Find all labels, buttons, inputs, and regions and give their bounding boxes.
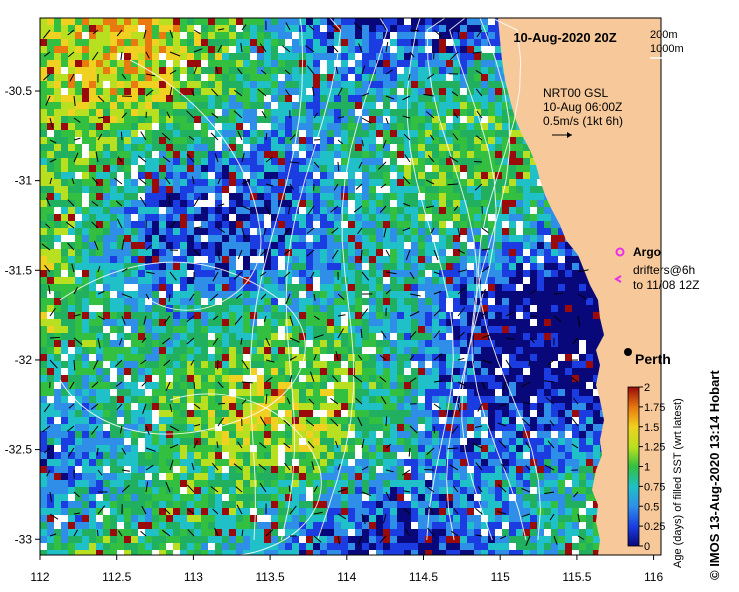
x-tick-label: 113 xyxy=(184,570,203,584)
colorbar-tick-label: 1.75 xyxy=(644,402,665,414)
current-vectors xyxy=(41,20,589,546)
y-axis: -30.5 -31 -31.5 -32 -32.5 -33 xyxy=(5,84,40,546)
argo-icon xyxy=(615,247,625,257)
drifter-icon xyxy=(614,275,622,283)
x-axis: 112 112.5 113 113.5 114 114.5 115 115.5 116 xyxy=(30,555,663,584)
colorbar-tick-label: 0 xyxy=(644,541,650,553)
colorbar-tick-label: 1 xyxy=(644,462,650,474)
contour-legend-1000m: 1000m xyxy=(650,43,684,55)
land-mass xyxy=(498,18,661,555)
current-scale-label: 0.5m/s (1kt 6h) xyxy=(543,114,623,128)
colorbar-tick-label: 1.25 xyxy=(644,442,665,454)
y-tick-label: -31 xyxy=(15,174,33,188)
drifter-label-2: to 11/08 12Z xyxy=(633,278,700,292)
contour-legend-200m: 200m xyxy=(650,29,678,41)
y-tick-label: -30.5 xyxy=(5,84,33,98)
plot-frame xyxy=(39,17,662,556)
colorbar xyxy=(627,386,640,547)
colorbar-tick-label: 0.25 xyxy=(644,521,665,533)
x-tick-label: 113.5 xyxy=(256,570,285,584)
x-tick-label: 112 xyxy=(30,570,49,584)
y-tick-label: -31.5 xyxy=(5,263,33,277)
drifter-label-1: drifters@6h xyxy=(633,263,695,277)
colorbar-tick-label: 1.5 xyxy=(644,422,659,434)
x-tick-label: 114.5 xyxy=(409,570,438,584)
y-tick-label: -32 xyxy=(15,353,33,367)
colorbar-tick-label: 0.75 xyxy=(644,481,665,493)
current-model-label: NRT00 GSL xyxy=(543,86,608,100)
x-tick-label: 115 xyxy=(491,570,510,584)
colorbar-tick-label: 0.5 xyxy=(644,501,659,513)
colorbar-label: Age (days) of filled SST (wrt latest) xyxy=(672,398,684,568)
x-tick-label: 114 xyxy=(337,570,356,584)
current-scale-arrowhead xyxy=(567,132,572,138)
perth-marker xyxy=(624,348,632,356)
y-tick-label: -33 xyxy=(15,532,33,546)
y-tick-label: -32.5 xyxy=(5,443,33,457)
current-time-label: 10-Aug 06:00Z xyxy=(543,100,622,114)
x-tick-label: 112.5 xyxy=(102,570,131,584)
credit-text: © IMOS 13-Aug-2020 13:14 Hobart xyxy=(707,370,722,580)
argo-label: Argo xyxy=(633,245,661,259)
map-title: 10-Aug-2020 20Z xyxy=(513,30,616,45)
colorbar-tick-label: 2 xyxy=(644,382,650,394)
x-tick-label: 115.5 xyxy=(562,570,591,584)
bathymetry-contours xyxy=(59,18,542,555)
city-label-perth: Perth xyxy=(635,351,671,367)
colorbar-ticks: 2 1.75 1.5 1.25 1 0.75 0.5 0.25 0 xyxy=(639,382,665,553)
x-tick-label: 116 xyxy=(644,570,663,584)
